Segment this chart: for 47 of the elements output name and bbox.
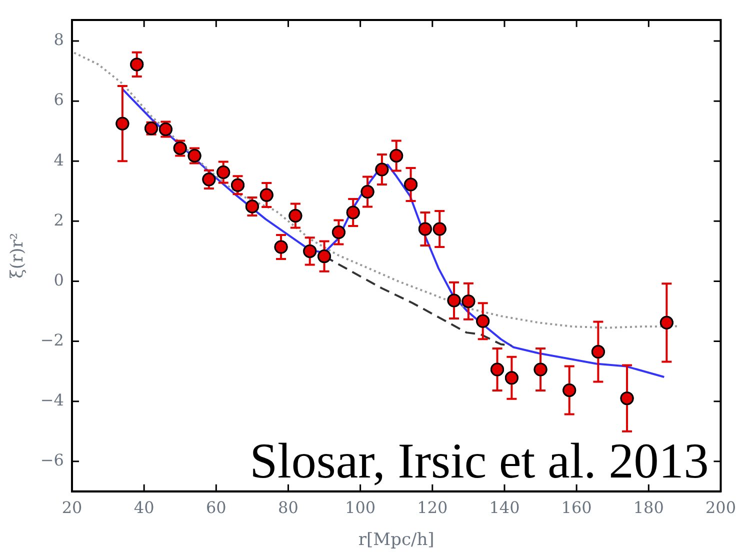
point (130, 58, 144, 72)
point (404, 178, 418, 192)
point (591, 345, 605, 359)
point (332, 226, 346, 240)
x-tick-label: 40 (134, 498, 154, 518)
y-tick-label: 8 (54, 30, 64, 50)
y-tick-label: −4 (40, 390, 64, 410)
point (490, 362, 504, 376)
annotation: Slosar, Irsic et al. 2013 (250, 432, 709, 488)
y-tick-label: 6 (54, 90, 64, 110)
point (660, 316, 674, 330)
x-axis-title: r[Mpc/h] (358, 530, 434, 550)
y-tick-label: 4 (54, 150, 64, 170)
y-tick-label: −2 (40, 330, 64, 350)
point (418, 222, 432, 236)
point (216, 165, 230, 179)
x-tick-label: 20 (62, 498, 82, 518)
point (346, 206, 360, 220)
x-tick-label: 200 (705, 498, 736, 518)
y-axis-title: ξ(r)r² (8, 232, 28, 279)
point (360, 184, 374, 198)
x-tick-label: 100 (345, 498, 376, 518)
point (260, 188, 274, 202)
point (432, 222, 446, 236)
x-tick-label: 140 (489, 498, 520, 518)
point (116, 116, 130, 130)
point (231, 178, 245, 192)
y-tick-label: 2 (54, 210, 64, 230)
point (462, 294, 476, 308)
point (288, 209, 302, 223)
x-tick-label: 80 (278, 498, 298, 518)
x-tick-label: 60 (206, 498, 226, 518)
point (534, 362, 548, 376)
x-tick-label: 160 (561, 498, 592, 518)
point (202, 172, 216, 186)
y-tick-label: −6 (40, 450, 64, 470)
y-tick-label: 0 (54, 270, 64, 290)
point (274, 240, 288, 254)
point (504, 371, 518, 385)
point (447, 294, 461, 308)
point (390, 148, 404, 162)
x-tick-label: 180 (633, 498, 664, 518)
point (375, 162, 389, 176)
point (620, 392, 634, 406)
point (562, 383, 576, 397)
point (245, 200, 259, 214)
x-tick-label: 120 (417, 498, 448, 518)
